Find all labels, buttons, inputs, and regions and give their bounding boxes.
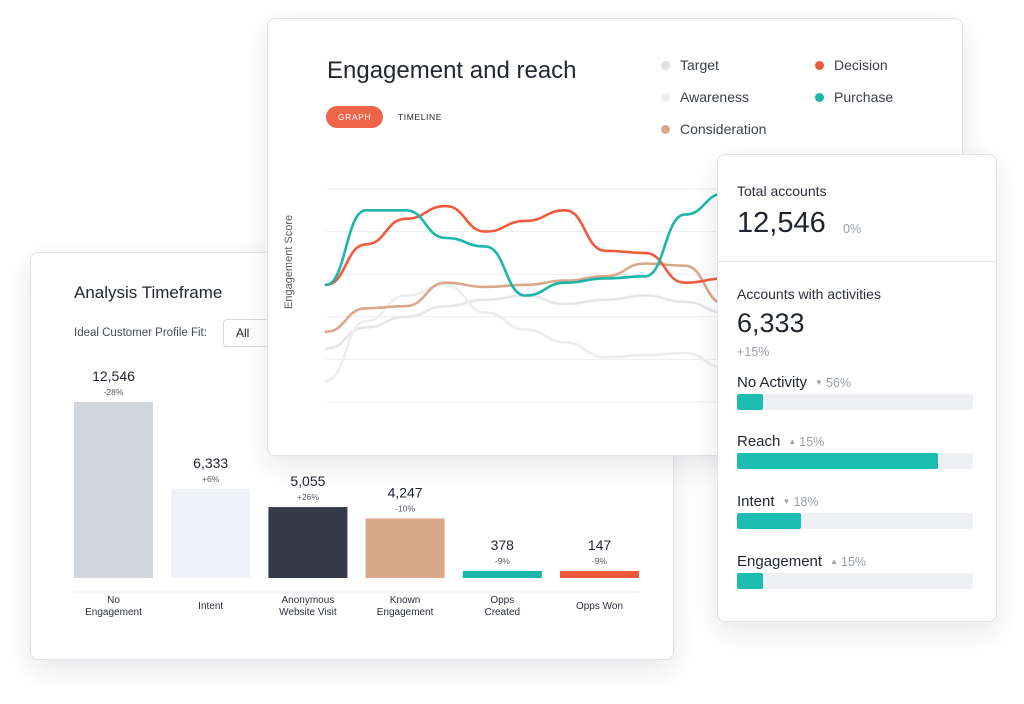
total-accounts-value: 12,546 (737, 207, 826, 239)
x-tick-label: Opps (490, 595, 514, 606)
activities-label: Accounts with activities (737, 286, 881, 302)
funnel-bar[interactable] (560, 571, 639, 578)
legend-dot-purchase (815, 92, 824, 102)
legend-dot-target (661, 60, 670, 70)
engagement-title: Engagement and reach (327, 57, 577, 84)
tab-timeline[interactable]: TIMELINE (398, 112, 443, 122)
bar-change-label: +26% (297, 492, 319, 502)
metric-delta: 18% (793, 495, 819, 509)
legend-item-target[interactable]: Target (661, 57, 719, 73)
progress-track (737, 394, 973, 410)
caret-down-icon: ▼ (815, 378, 823, 388)
legend-label-awareness: Awareness (680, 89, 750, 105)
total-accounts-change: 0% (843, 222, 862, 236)
x-tick-label: Engagement (377, 607, 434, 618)
bar-value-label: 5,055 (290, 473, 325, 489)
funnel-bar[interactable] (462, 571, 542, 578)
legend-label-decision: Decision (834, 57, 888, 73)
metric-intent: Intent ▼ 18% (737, 493, 973, 529)
legend-dot-awareness (661, 92, 670, 102)
legend-item-purchase[interactable]: Purchase (815, 89, 893, 105)
bar-value-label: 147 (588, 537, 612, 553)
metric-label: Intent (737, 493, 775, 510)
activities-change: +15% (737, 345, 770, 359)
x-tick-label: Opps Won (576, 601, 623, 612)
progress-track (737, 573, 973, 589)
icp-fit-label: Ideal Customer Profile Fit: (74, 327, 207, 339)
accounts-card: Total accounts 12,546 0% Accounts with a… (717, 154, 997, 622)
x-tick-label: Created (485, 607, 521, 618)
metric-label: Engagement (737, 553, 823, 570)
progress-track (737, 453, 973, 469)
metric-no-activity: No Activity ▼ 56% (737, 374, 973, 410)
progress-fill (737, 453, 938, 469)
legend-item-awareness[interactable]: Awareness (661, 89, 749, 105)
metric-reach: Reach ▲ 15% (737, 433, 973, 469)
metric-delta: 56% (825, 376, 851, 390)
activities-value: 6,333 (737, 308, 805, 338)
funnel-bar[interactable] (171, 489, 251, 578)
bar-change-label: -9% (592, 556, 608, 566)
bar-value-label: 378 (491, 537, 515, 553)
bar-value-label: 12,546 (92, 368, 135, 384)
metric-label: No Activity (737, 374, 808, 391)
funnel-bar[interactable] (365, 518, 445, 578)
caret-up-icon: ▲ (788, 437, 797, 447)
bar-value-label: 4,247 (388, 484, 423, 500)
x-tick-label: Intent (198, 601, 223, 612)
bar-change-label: -10% (395, 503, 415, 513)
tab-graph[interactable]: GRAPH (326, 106, 383, 128)
funnel-bar-chart: 12,546-28%NoEngagement6,333+6%Intent5,05… (74, 368, 639, 618)
x-tick-label: Known (390, 595, 421, 606)
x-tick-label: Engagement (85, 607, 142, 618)
bar-change-label: -9% (495, 556, 511, 566)
funnel-bar[interactable] (268, 507, 348, 578)
caret-down-icon: ▼ (782, 497, 791, 507)
legend-dot-consideration (661, 124, 670, 134)
total-accounts-label: Total accounts (737, 183, 827, 199)
legend-label-target: Target (680, 57, 719, 73)
metric-delta: 15% (799, 435, 825, 449)
caret-up-icon: ▲ (830, 557, 838, 567)
bar-change-label: +6% (202, 474, 220, 484)
bar-change-label: -28% (104, 387, 124, 397)
metric-delta: 15% (841, 555, 867, 569)
accounts-divider (718, 261, 996, 262)
legend-item-consideration[interactable]: Consideration (661, 121, 766, 137)
legend-dot-decision (815, 60, 824, 70)
progress-fill (737, 573, 763, 589)
bar-value-label: 6,333 (193, 455, 228, 471)
legend-item-decision[interactable]: Decision (815, 57, 888, 73)
progress-fill (737, 513, 801, 529)
x-tick-label: No (107, 595, 120, 606)
legend-label-purchase: Purchase (834, 89, 894, 105)
metric-engagement: Engagement ▲ 15% (737, 553, 973, 589)
funnel-bar[interactable] (74, 402, 153, 578)
legend-label-consideration: Consideration (680, 121, 767, 137)
progress-track (737, 513, 973, 529)
x-tick-label: Anonymous (281, 595, 334, 606)
x-tick-label: Website Visit (279, 607, 337, 618)
progress-fill (737, 394, 763, 410)
analysis-title: Analysis Timeframe (74, 283, 223, 302)
metric-label: Reach (737, 433, 781, 450)
